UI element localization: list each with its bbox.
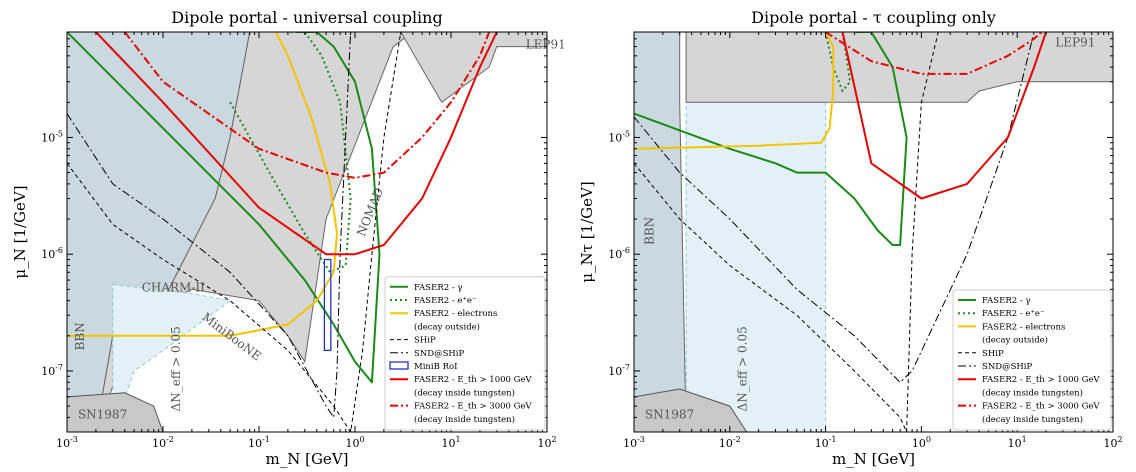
series-line-5 [841,32,1047,200]
legend-label: (decay outside) [982,335,1048,346]
legend-label: (decay inside tungsten) [982,414,1083,425]
region-sn1987 [67,392,164,432]
legend-box [952,289,1112,431]
legend-label: FASER2 - E_th > 3000 GeV [414,402,532,412]
region-label: ΔN_eff > 0.05 [169,326,183,411]
chart-title: Dipole portal - universal coupling [171,8,442,27]
region-label: NOMAD [354,186,386,238]
x-tick-label: 100 [345,435,364,450]
y-tick-label: 10-7 [608,363,630,378]
series-minib-roi [323,258,332,352]
y-axis-label: μ_N [1/GeV] [11,185,29,278]
x-tick-label: 102 [1103,435,1122,450]
legend: FASER2 - γ FASER2 - e⁺e⁻ FASER2 - electron… [384,276,546,431]
x-tick-label: 101 [441,435,460,450]
series-line-4 [67,32,352,418]
y-tick-label: 10-5 [608,129,630,144]
series-line-2 [634,32,835,150]
series-line-6 [825,32,1043,75]
legend-label: (decay inside tungsten) [414,387,515,398]
legend-label: SND@SHiP [982,362,1033,372]
legend-label: FASER2 - e⁺e⁻ [414,296,476,306]
region-label: SN1987 [78,408,127,422]
legend-label: (decay outside) [414,321,480,332]
series-line-3 [67,32,402,432]
x-tick-label: 101 [1008,435,1027,450]
plot-area [67,32,547,432]
x-tick-label: 10-3 [56,435,78,450]
region-label: SN1987 [645,408,694,422]
y-tick-label: 10-6 [608,246,630,261]
legend-label: FASER2 - e⁺e⁻ [982,309,1044,319]
y-tick-label: 10-7 [41,363,63,378]
series-line-3 [634,32,939,432]
panel-2: 10-3 10-2 10-1 100 101 102 10-7 10-6 10-5 Dipole … [578,8,1123,468]
legend-label: FASER2 - E_th > 1000 GeV [982,375,1100,385]
series-line-0 [67,32,381,384]
legend-label: FASER2 - γ [982,296,1031,306]
legend-label: SHiP [982,349,1004,359]
y-axis-label: μ_Nτ [1/GeV] [578,181,596,282]
axes-frame [633,31,1114,433]
series-line-6 [95,32,498,256]
legend-label: MiniB RoI [414,362,457,372]
legend-label: FASER2 - electrons [982,322,1065,332]
region-label: BBN [73,322,87,350]
legend-box [384,276,546,431]
region-label: CHARM-II [142,280,205,294]
legend-label: SHiP [414,336,436,346]
x-tick-label: 10-2 [152,435,174,450]
region-lep91 [685,32,1113,103]
region-sn1987 [634,388,748,432]
plot-area [634,32,1113,432]
x-tick-label: 100 [912,435,931,450]
x-tick-label: 10-1 [248,435,270,450]
legend-label: (decay inside tungsten) [414,414,515,425]
chart-title: Dipole portal - τ coupling only [751,8,996,27]
legend-label: FASER2 - γ [414,283,463,293]
x-tick-label: 10-3 [623,435,645,450]
region-delta-neff [685,101,827,432]
legend-label: (decay inside tungsten) [982,387,1083,398]
legend-label: SND@SHiP [414,349,465,359]
x-tick-label: 10-2 [719,435,741,450]
region-label: ΔN_eff > 0.05 [736,326,750,411]
series-line-1 [824,32,852,92]
x-tick-label: 10-1 [815,435,837,450]
y-tick-label: 10-5 [41,129,63,144]
x-axis-label: m_N [GeV] [265,450,348,468]
legend-label: FASER2 - electrons [414,309,497,319]
x-tick-label: 102 [537,435,556,450]
legend-label: FASER2 - E_th > 3000 GeV [982,402,1100,412]
region-label: BBN [643,217,657,245]
region-label: LEP91 [526,37,566,51]
region-delta-neff [112,283,232,432]
axes-frame [66,31,548,433]
legend-swatch [389,361,409,370]
series-line-2 [67,32,338,337]
panel-1: 10-3 10-2 10-1 100 101 102 10-7 10-6 10-5 Dipole … [11,8,566,468]
y-tick-label: 10-6 [41,246,63,261]
region-label: LEP91 [1055,36,1095,50]
legend-label: FASER2 - E_th > 1000 GeV [414,375,532,385]
legend: FASER2 - γ FASER2 - e⁺e⁻ FASER2 - electron… [952,289,1112,431]
x-axis-label: m_N [GeV] [832,450,915,468]
series-line-7 [124,32,491,179]
